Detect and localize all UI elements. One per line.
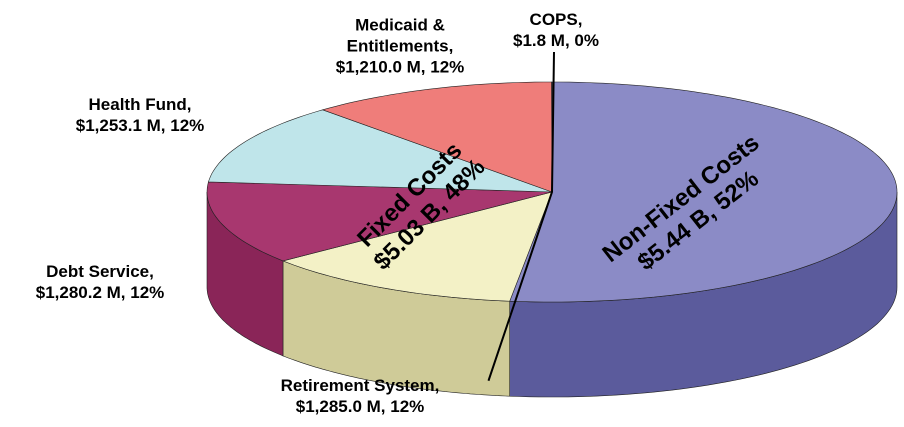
slice-value-label: $1.8 M, 0% [513,31,599,50]
slice-label: Medicaid & Entitlements, $1,210.0 M, 12% [320,15,480,78]
slice-value-label: $1,253.1 M, 12% [75,116,205,135]
slice-value-label: $1,285.0 M, 12% [295,397,425,416]
slice [509,81,898,303]
slice-label: Health Fund, $1,253.1 M, 12% [30,94,250,136]
slice-label: COPS, $1.8 M, 0% [496,9,616,51]
slice-value-label: $1,210.0 M, 12% [335,57,465,77]
slice-label: Retirement System, $1,285.0 M, 12% [240,375,480,417]
slice [207,109,553,193]
slice-value-label: $1,280.2 M, 12% [35,283,165,302]
slice-name: Health Fund, [88,95,192,114]
slice-label: Debt Service, $1,280.2 M, 12% [0,261,210,303]
slice [206,181,553,262]
slice [282,191,553,302]
slice-name: COPS, [529,10,583,29]
slice-name: Medicaid & Entitlements, [346,15,454,56]
slice-name: Retirement System, [280,376,440,395]
group-boundary [487,51,555,382]
slice [321,81,553,193]
slice-name: Debt Service, [46,262,154,281]
